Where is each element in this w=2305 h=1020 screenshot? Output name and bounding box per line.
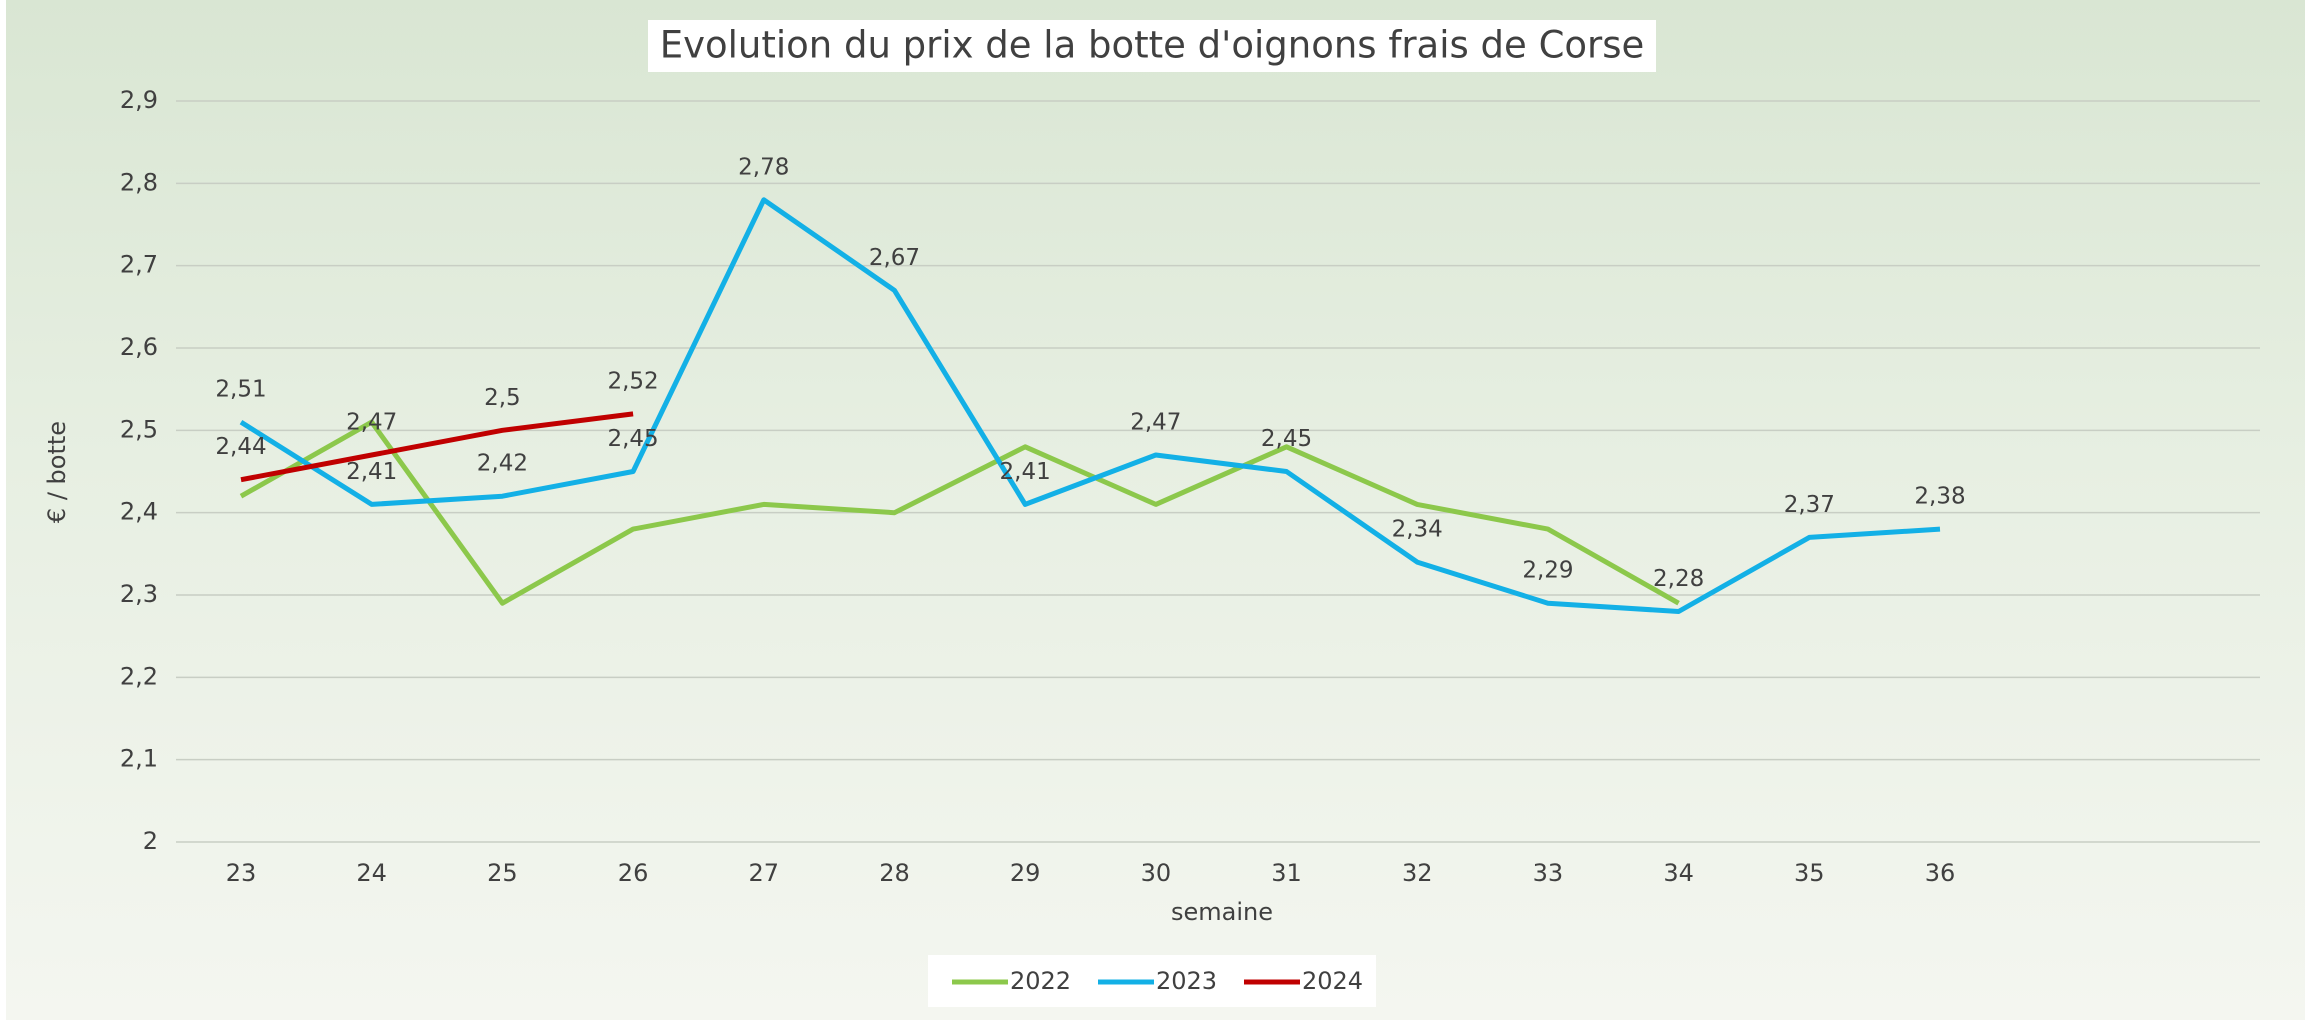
x-tick-label: 29 [1010, 859, 1041, 887]
x-axis-label: semaine [1171, 898, 1273, 926]
x-tick-label: 30 [1141, 859, 1172, 887]
y-tick-label: 2,2 [120, 662, 158, 690]
data-label: 2,28 [1653, 566, 1704, 592]
data-label: 2,34 [1392, 517, 1443, 543]
data-label: 2,41 [346, 459, 397, 485]
x-tick-label: 28 [879, 859, 910, 887]
x-tick-label: 34 [1663, 859, 1694, 887]
data-label: 2,42 [477, 451, 528, 477]
y-tick-label: 2 [143, 827, 158, 855]
data-label: 2,78 [738, 154, 789, 180]
y-tick-label: 2,8 [120, 168, 158, 196]
data-label: 2,47 [1130, 410, 1181, 436]
legend-label: 2023 [1156, 967, 1217, 995]
y-tick-label: 2,1 [120, 745, 158, 773]
y-tick-label: 2,4 [120, 498, 158, 526]
data-label: 2,37 [1784, 492, 1835, 518]
data-label: 2,45 [607, 426, 658, 452]
chart-title: Evolution du prix de la botte d'oignons … [660, 24, 1645, 67]
y-tick-label: 2,9 [120, 86, 158, 114]
y-axis-label: € / botte [43, 421, 71, 523]
data-label: 2,5 [484, 385, 521, 411]
chart: Evolution du prix de la botte d'oignons … [0, 0, 2305, 1020]
x-tick-label: 33 [1533, 859, 1564, 887]
data-label: 2,52 [607, 368, 658, 394]
data-label: 2,41 [1000, 459, 1051, 485]
y-tick-label: 2,3 [120, 580, 158, 608]
x-tick-label: 24 [356, 859, 387, 887]
page: {"chart_data": { "type": "line", "title"… [0, 0, 2305, 1020]
x-tick-label: 36 [1925, 859, 1956, 887]
x-tick-label: 27 [748, 859, 779, 887]
y-tick-label: 2,6 [120, 333, 158, 361]
x-tick-label: 25 [487, 859, 518, 887]
x-tick-label: 23 [226, 859, 257, 887]
x-tick-label: 35 [1794, 859, 1825, 887]
data-label: 2,67 [869, 245, 920, 271]
x-tick-label: 31 [1271, 859, 1302, 887]
data-label: 2,47 [346, 410, 397, 436]
data-label: 2,51 [215, 377, 266, 403]
data-label: 2,44 [215, 434, 266, 460]
y-tick-label: 2,5 [120, 415, 158, 443]
data-label: 2,29 [1522, 558, 1573, 584]
data-label: 2,45 [1261, 426, 1312, 452]
y-tick-label: 2,7 [120, 251, 158, 279]
data-label: 2,38 [1914, 484, 1965, 510]
legend-label: 2024 [1302, 967, 1363, 995]
x-tick-label: 26 [618, 859, 649, 887]
x-tick-label: 32 [1402, 859, 1433, 887]
legend-label: 2022 [1010, 967, 1071, 995]
